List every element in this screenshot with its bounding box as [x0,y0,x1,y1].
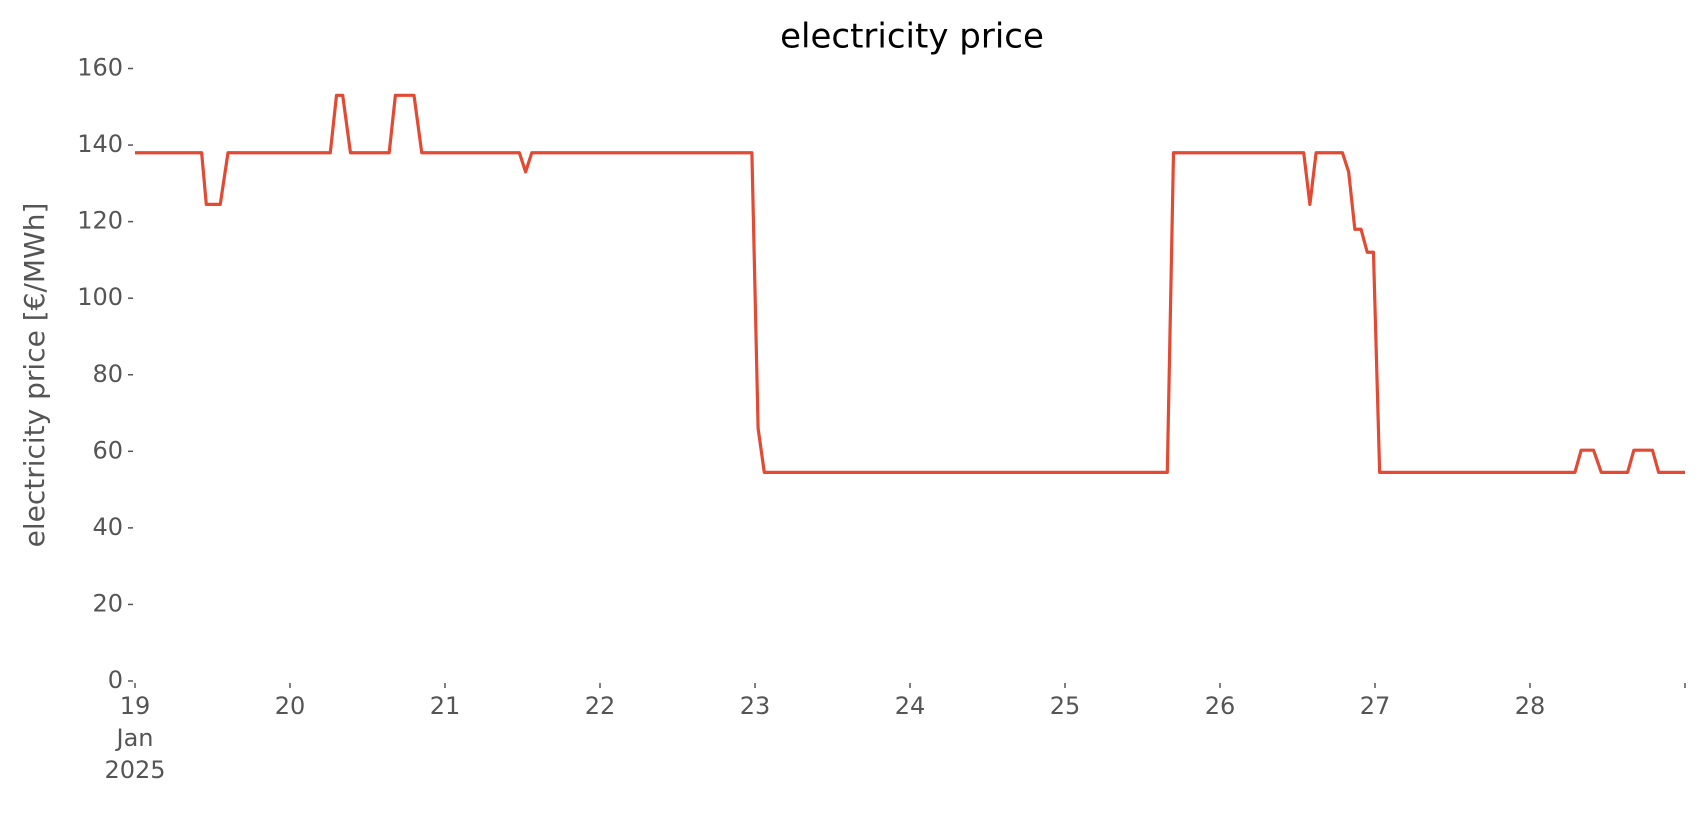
y-tick-label: 20 [92,589,123,617]
price-line [135,93,1685,474]
x-tick-label: 19 Jan 2025 [104,692,165,784]
x-tick-label: 26 [1205,692,1236,720]
y-tick-label: 140 [77,130,123,158]
y-tick-label: 60 [92,436,123,464]
x-tick-label: 21 [430,692,461,720]
y-tick-label: 40 [92,513,123,541]
x-tick-label: 28 [1515,692,1546,720]
y-axis-label: electricity price [€/MWh] [18,203,51,548]
chart-title: electricity price [780,17,1044,57]
x-tick-label: 24 [895,692,926,720]
x-tick-label: 27 [1360,692,1391,720]
y-tick-label: 120 [77,207,123,235]
y-tick-label: 100 [77,283,123,311]
x-tick-label: 23 [740,692,771,720]
x-tick-label: 22 [585,692,616,720]
y-tick-label: 0 [108,666,123,694]
y-tick-label: 80 [92,360,123,388]
x-tick-label: 25 [1050,692,1081,720]
y-tick-label: 160 [77,54,123,82]
x-tick-label: 20 [275,692,306,720]
